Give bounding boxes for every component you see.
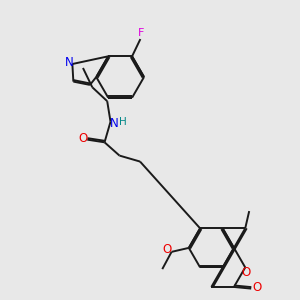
Text: F: F (138, 28, 144, 38)
Text: O: O (253, 281, 262, 295)
Text: N: N (65, 56, 74, 69)
Text: O: O (78, 133, 87, 146)
Text: N: N (110, 117, 119, 130)
Text: H: H (119, 117, 127, 127)
Text: O: O (162, 243, 172, 256)
Text: O: O (242, 266, 251, 279)
